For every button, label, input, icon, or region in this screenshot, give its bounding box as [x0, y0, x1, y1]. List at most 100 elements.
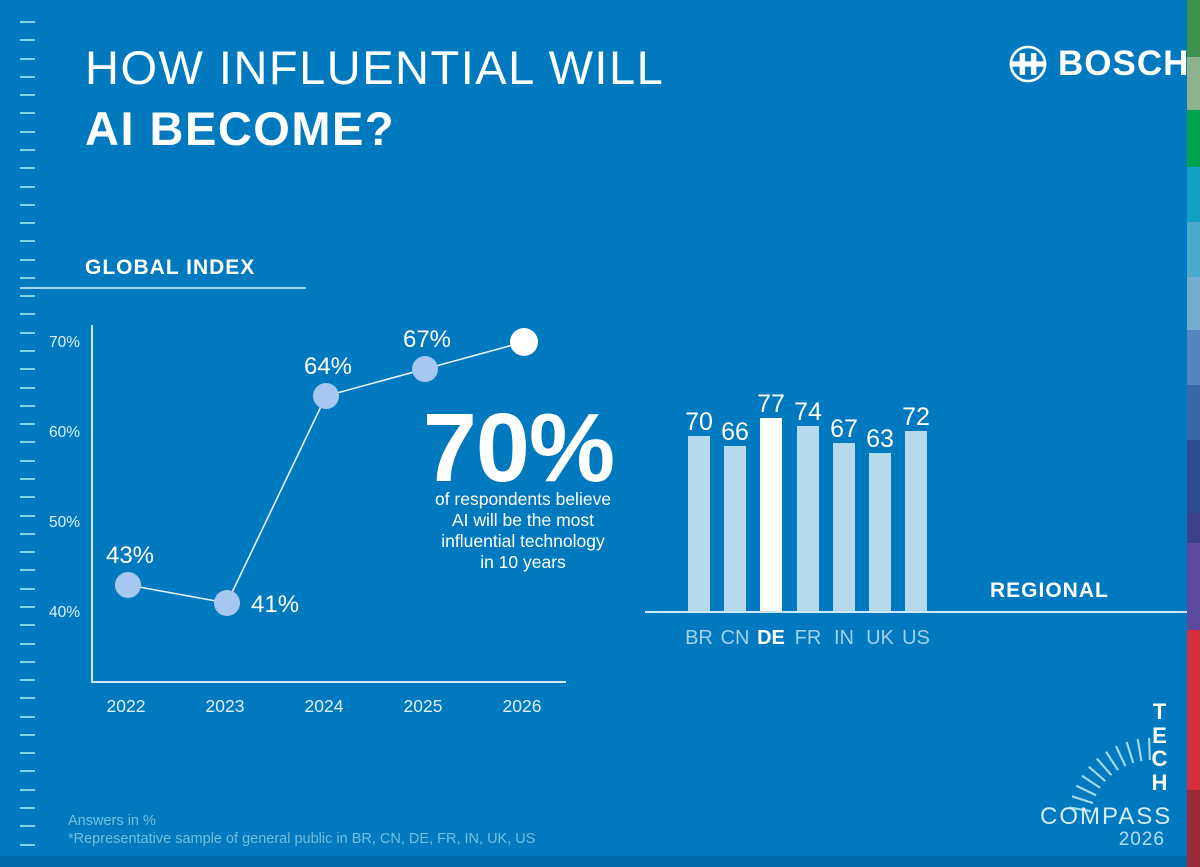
- edge-stripe-segment: [1187, 0, 1200, 57]
- y-axis-tick-label: 50%: [49, 514, 80, 531]
- edge-stripe-segment: [1187, 630, 1200, 790]
- edge-stripe-segment: [1187, 110, 1200, 167]
- y-axis-tick-label: 60%: [49, 424, 80, 441]
- compass-tick: [1081, 774, 1101, 789]
- callout-description: of respondents believe AI will be the mo…: [383, 489, 663, 573]
- ruler-tick: [20, 642, 35, 645]
- page-title-line2: AI BECOME?: [85, 102, 396, 155]
- ruler-tick: [20, 478, 35, 480]
- point-value-label: 43%: [106, 542, 154, 569]
- regional-baseline: [645, 611, 1187, 613]
- bar-value-label: 77: [757, 390, 785, 418]
- bar-value-label: 74: [794, 398, 822, 426]
- footnote-sample: *Representative sample of general public…: [68, 831, 536, 847]
- callout-line: AI will be the most: [452, 510, 594, 530]
- ruler-tick: [20, 222, 35, 225]
- ruler-tick: [20, 715, 35, 718]
- ruler-tick: [20, 788, 35, 791]
- bar-category-label: BR: [685, 627, 713, 649]
- bosch-logo: BOSCH: [1008, 44, 1189, 84]
- bar-IN: [833, 443, 855, 612]
- point-value-label: 67%: [403, 326, 451, 353]
- ruler-tick: [20, 386, 35, 389]
- edge-stripe-segment: [1187, 330, 1200, 385]
- ruler-tick: [20, 167, 35, 170]
- ruler-tick: [20, 496, 35, 499]
- bar-value-label: 72: [902, 403, 930, 431]
- edge-stripe-segment: [1187, 790, 1200, 867]
- bar-US: [905, 431, 927, 612]
- ruler-tick: [20, 423, 35, 426]
- ruler-tick: [20, 57, 35, 60]
- bar-category-label: FR: [794, 627, 822, 649]
- bar-category-label: CN: [720, 627, 750, 649]
- bar-value-label: 66: [721, 418, 749, 446]
- tech-compass-compass: COMPASS: [1040, 803, 1173, 830]
- edge-stripe-segment: [1187, 543, 1200, 630]
- ruler-tick: [20, 459, 35, 462]
- global-index-line-chart: 70% 60% 50% 40% 43% 2022 41% 2023 64% 2024 67% 2025…: [49, 325, 566, 716]
- compass-tick: [1125, 741, 1135, 764]
- bar-BR: [688, 436, 710, 612]
- tech-compass-year: 2026: [1118, 829, 1165, 850]
- compass-tick: [1075, 784, 1097, 797]
- bar-FR: [797, 426, 819, 612]
- ruler-tick: [20, 624, 35, 627]
- x-axis-year-label: 2022: [107, 696, 146, 716]
- ruler-tick: [20, 825, 35, 828]
- ruler-tick: [20, 697, 35, 700]
- ruler-tick: [20, 75, 35, 78]
- ruler-tick: [20, 313, 35, 316]
- ruler-tick: [20, 441, 35, 444]
- compass-tick: [1071, 795, 1094, 805]
- ruler-tick: [20, 39, 35, 42]
- ruler-tick: [20, 295, 35, 298]
- ruler-tick: [20, 203, 35, 206]
- callout-line: in 10 years: [480, 552, 566, 572]
- edge-stripe-segment: [1187, 440, 1200, 513]
- bosch-wordmark: BOSCH: [1058, 44, 1190, 83]
- ruler-tick: [20, 148, 35, 151]
- ruler-tick: [20, 112, 35, 115]
- bar-value-label: 67: [830, 415, 858, 443]
- data-point-2023: [214, 590, 240, 616]
- x-axis-year-label: 2023: [206, 696, 245, 716]
- line-chart-axes: [91, 325, 566, 683]
- bar-category-label: IN: [834, 627, 854, 649]
- compass-tick: [1147, 738, 1151, 761]
- ruler-tick: [20, 752, 35, 755]
- data-point-2024: [313, 383, 339, 409]
- y-axis-tick-label: 70%: [49, 334, 80, 351]
- compass-tick: [1136, 739, 1143, 762]
- footnote-answers: Answers in %: [68, 813, 156, 829]
- callout-line: of respondents believe: [434, 489, 612, 509]
- data-point-2026: [510, 328, 538, 356]
- ruler-tick: [20, 514, 35, 517]
- point-value-label: 64%: [304, 353, 352, 380]
- edge-stripe-segment: [1187, 385, 1200, 440]
- bar-category-label: UK: [866, 627, 894, 649]
- data-point-2025: [412, 356, 438, 382]
- ruler-tick: [20, 276, 35, 279]
- edge-stripe-segment: [1187, 57, 1200, 110]
- compass-tick: [1088, 765, 1107, 782]
- ruler-tick: [20, 240, 35, 243]
- ruler-tick: [20, 551, 35, 554]
- compass-tick: [1105, 751, 1119, 771]
- compass-tick: [1114, 745, 1127, 767]
- edge-stripe-segment: [1187, 277, 1200, 330]
- regional-heading: REGIONAL: [990, 579, 1109, 602]
- bottom-stripe: [0, 856, 1200, 867]
- global-index-underline: [20, 287, 306, 289]
- edge-stripe-segment: [1187, 513, 1200, 543]
- callout-value: 70%: [422, 393, 615, 502]
- bar-category-label: US: [902, 627, 930, 649]
- bar-category-label: DE: [757, 627, 785, 649]
- left-ruler: [0, 0, 40, 867]
- bar-value-label: 63: [866, 425, 894, 453]
- ruler-tick: [20, 569, 35, 572]
- ruler-tick: [20, 258, 35, 261]
- data-point-2022: [115, 572, 141, 598]
